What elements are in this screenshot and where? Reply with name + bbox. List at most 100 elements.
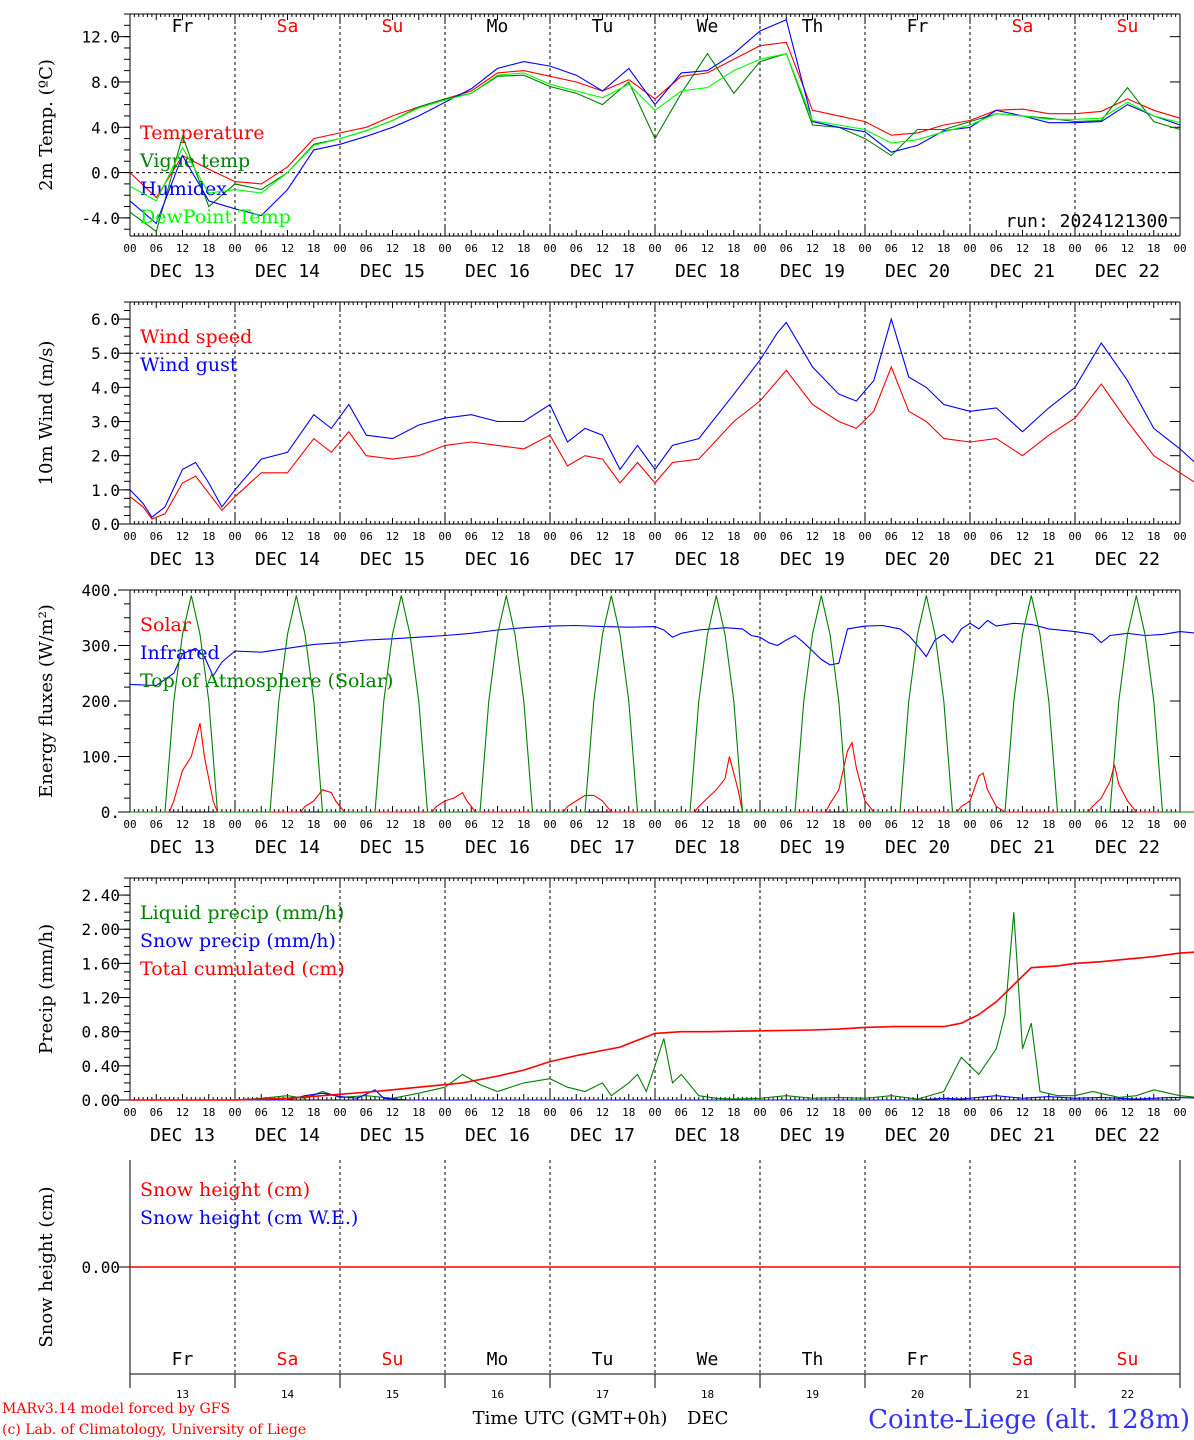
hour-tick-label: 12 bbox=[491, 530, 504, 543]
legend-entry: Total cumulated (cm) bbox=[140, 958, 345, 980]
hour-tick-label: 00 bbox=[543, 1106, 556, 1119]
hour-tick-label: 00 bbox=[648, 242, 661, 255]
y-tick-label: 3.0 bbox=[91, 413, 120, 432]
date-label: DEC 22 bbox=[1095, 837, 1160, 858]
hour-tick-label: 06 bbox=[780, 1106, 793, 1119]
y-tick-label: 100. bbox=[81, 748, 120, 767]
hour-tick-label: 00 bbox=[123, 1106, 136, 1119]
legend-entry: Snow precip (mm/h) bbox=[140, 930, 336, 952]
hour-tick-label: 06 bbox=[1095, 242, 1108, 255]
y-tick-label: 2.0 bbox=[91, 447, 120, 466]
hour-tick-label: 06 bbox=[1095, 1106, 1108, 1119]
date-label: DEC 19 bbox=[780, 1125, 845, 1146]
date-label: DEC 16 bbox=[465, 837, 530, 858]
date-label: DEC 13 bbox=[150, 837, 215, 858]
hour-tick-label: 12 bbox=[1016, 242, 1029, 255]
weekday-label: We bbox=[697, 1349, 719, 1370]
hour-tick-label: 06 bbox=[570, 530, 583, 543]
date-label: DEC 18 bbox=[675, 261, 740, 282]
hour-tick-label: 18 bbox=[727, 530, 740, 543]
hour-tick-label: 06 bbox=[570, 818, 583, 831]
day-number-label: 21 bbox=[1016, 1388, 1029, 1401]
legend-entry: Wind gust bbox=[140, 354, 238, 376]
x-axis-label: Time UTC (GMT+0h) bbox=[473, 1408, 668, 1429]
weekday-label: Mo bbox=[487, 16, 509, 37]
hour-tick-label: 18 bbox=[1042, 242, 1055, 255]
y-tick-label: 5.0 bbox=[91, 344, 120, 363]
hour-tick-label: 00 bbox=[963, 242, 976, 255]
y-tick-label: 200. bbox=[81, 692, 120, 711]
date-label: DEC 15 bbox=[360, 1125, 425, 1146]
series-line-2 bbox=[129, 317, 1194, 519]
hour-tick-label: 00 bbox=[543, 818, 556, 831]
hour-tick-label: 00 bbox=[1173, 242, 1186, 255]
y-tick-label: 0.0 bbox=[91, 515, 120, 534]
hour-tick-label: 12 bbox=[701, 1106, 714, 1119]
weekday-label: Su bbox=[1117, 16, 1139, 37]
legend-entry: Humidex bbox=[140, 178, 227, 200]
y-tick-label: 1.20 bbox=[81, 989, 120, 1008]
hour-tick-label: 12 bbox=[386, 242, 399, 255]
hour-tick-label: 18 bbox=[202, 242, 215, 255]
date-label: DEC 19 bbox=[780, 549, 845, 570]
hour-tick-label: 06 bbox=[990, 242, 1003, 255]
weekday-label: Su bbox=[382, 1349, 404, 1370]
hour-tick-label: 00 bbox=[1173, 530, 1186, 543]
hour-tick-label: 06 bbox=[255, 1106, 268, 1119]
hour-tick-label: 00 bbox=[858, 242, 871, 255]
date-label: DEC 17 bbox=[570, 837, 635, 858]
weekday-label: Sa bbox=[1012, 1349, 1034, 1370]
hour-tick-label: 06 bbox=[675, 818, 688, 831]
hour-tick-label: 00 bbox=[858, 530, 871, 543]
hour-tick-label: 12 bbox=[1016, 818, 1029, 831]
date-label: DEC 16 bbox=[465, 1125, 530, 1146]
legend-entry: DewPoint Temp bbox=[140, 206, 291, 228]
y-tick-label: 400. bbox=[81, 581, 120, 600]
legend-entry: Snow height (cm) bbox=[140, 1179, 310, 1201]
hour-tick-label: 12 bbox=[1121, 530, 1134, 543]
hour-tick-label: 12 bbox=[806, 818, 819, 831]
panel-5: 13 14 15 16 17 18 19 20 21 22 Fr Sa Su Mo Tu We Th Fr Sa Su… bbox=[36, 1160, 1181, 1401]
hour-tick-label: 06 bbox=[675, 242, 688, 255]
y-axis-label: 2m Temp. (ºC) bbox=[36, 59, 57, 191]
y-tick-label: 4.0 bbox=[91, 118, 120, 137]
hour-tick-label: 12 bbox=[911, 818, 924, 831]
hour-tick-label: 18 bbox=[1042, 530, 1055, 543]
series-line-2 bbox=[130, 1089, 1194, 1101]
weekday-label: Fr bbox=[907, 16, 929, 37]
date-label: DEC 20 bbox=[885, 261, 950, 282]
hour-tick-label: 12 bbox=[1016, 1106, 1029, 1119]
hour-tick-label: 06 bbox=[885, 818, 898, 831]
series-line-4 bbox=[129, 52, 1181, 202]
hour-tick-label: 18 bbox=[832, 530, 845, 543]
date-label: DEC 15 bbox=[360, 549, 425, 570]
y-tick-label: 8.0 bbox=[91, 73, 120, 92]
hour-tick-label: 12 bbox=[491, 1106, 504, 1119]
hour-tick-label: 06 bbox=[465, 530, 478, 543]
y-axis-label: Energy fluxes (W/m²) bbox=[36, 604, 57, 798]
hour-tick-label: 00 bbox=[1068, 818, 1081, 831]
hour-tick-label: 12 bbox=[1121, 818, 1134, 831]
hour-tick-label: 06 bbox=[780, 530, 793, 543]
hour-tick-label: 06 bbox=[675, 1106, 688, 1119]
hour-tick-label: 00 bbox=[438, 242, 451, 255]
date-label: DEC 22 bbox=[1095, 261, 1160, 282]
day-number-label: 17 bbox=[596, 1388, 609, 1401]
weekday-label: Tu bbox=[592, 1349, 614, 1370]
weekday-label: Su bbox=[1117, 1349, 1139, 1370]
hour-tick-label: 12 bbox=[701, 242, 714, 255]
hour-tick-label: 12 bbox=[701, 530, 714, 543]
hour-tick-label: 18 bbox=[832, 242, 845, 255]
y-tick-label: 0.00 bbox=[81, 1091, 120, 1110]
hour-tick-label: 00 bbox=[123, 242, 136, 255]
y-tick-label: 2.00 bbox=[81, 920, 120, 939]
date-label: DEC 14 bbox=[255, 837, 320, 858]
date-label: DEC 16 bbox=[465, 549, 530, 570]
hour-tick-label: 06 bbox=[780, 818, 793, 831]
hour-tick-label: 00 bbox=[228, 818, 241, 831]
hour-tick-label: 00 bbox=[753, 242, 766, 255]
hour-tick-label: 06 bbox=[150, 818, 163, 831]
hour-tick-label: 00 bbox=[963, 530, 976, 543]
hour-tick-label: 18 bbox=[412, 1106, 425, 1119]
hour-tick-label: 18 bbox=[622, 242, 635, 255]
